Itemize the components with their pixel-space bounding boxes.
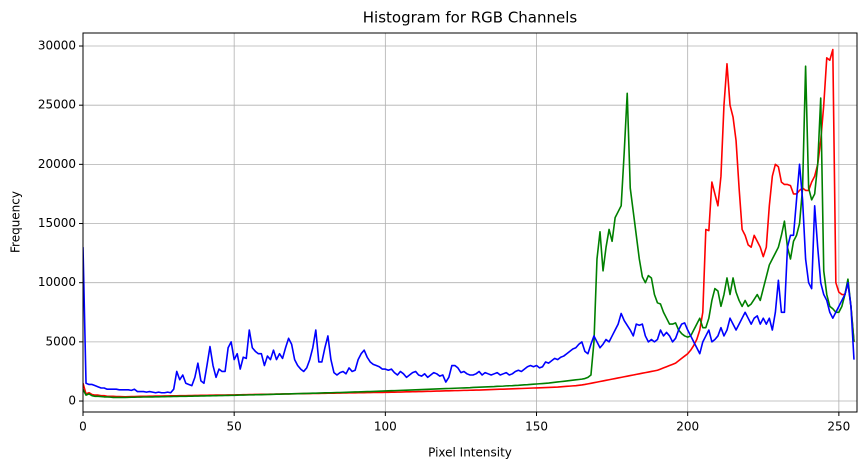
x-axis-label: Pixel Intensity [428,446,512,460]
x-tick-label: 250 [827,420,850,434]
x-tick-label: 150 [525,420,548,434]
y-tick-label: 0 [68,394,76,408]
series-line [83,163,855,394]
x-tick-label: 50 [227,420,242,434]
x-tick-label: 200 [676,420,699,434]
y-tick-label: 20000 [38,157,76,171]
y-axis-label: Frequency [9,191,23,253]
x-tick-label: 0 [79,420,87,434]
y-tick-label: 25000 [38,98,76,112]
y-tick-label: 5000 [45,334,76,348]
y-tick-label: 10000 [38,275,76,289]
grid [82,33,857,412]
x-tick-label: 100 [374,420,397,434]
series-line [83,65,855,399]
plot-area [83,48,855,399]
y-tick-label: 30000 [38,39,76,53]
y-tick-label: 15000 [38,216,76,230]
chart-title: Histogram for RGB Channels [363,9,578,27]
axes-frame [82,32,858,413]
